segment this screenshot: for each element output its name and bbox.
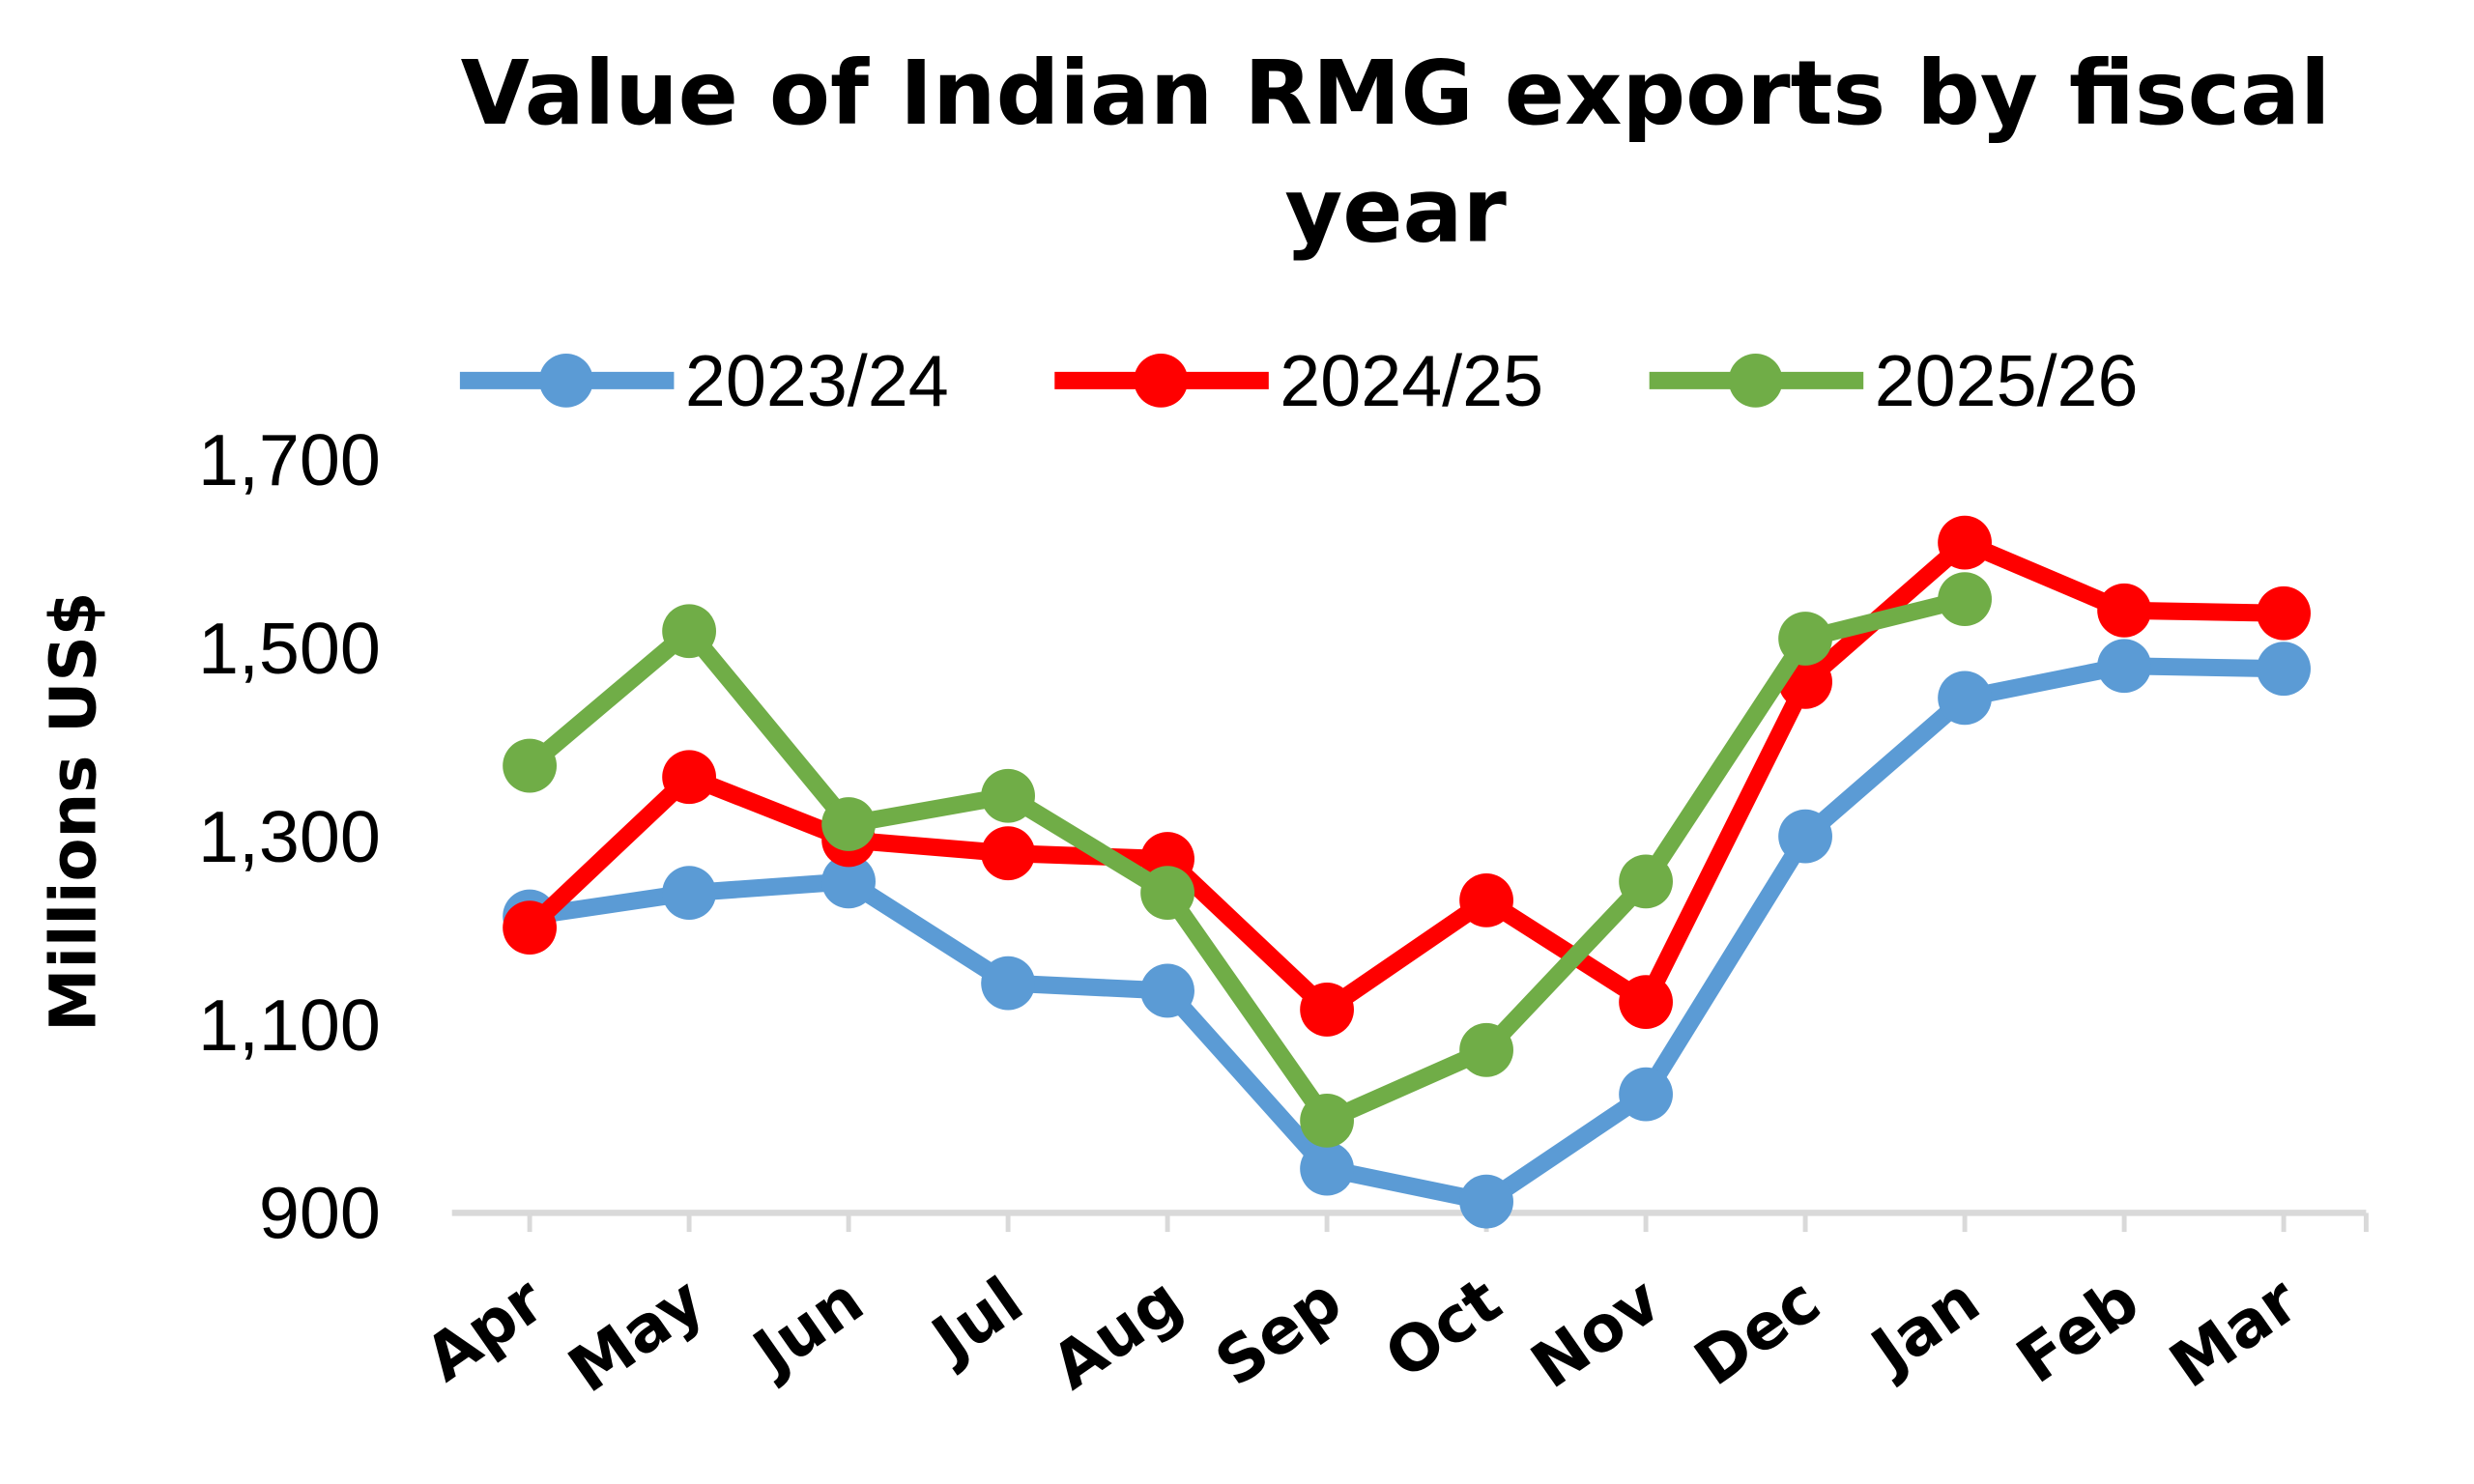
legend-item: 2025/26 — [1649, 340, 2139, 421]
data-point — [981, 768, 1035, 823]
data-point — [662, 866, 716, 920]
x-tick-label: Feb — [2004, 1264, 2152, 1398]
data-point — [1300, 983, 1354, 1037]
legend-label: 2023/24 — [685, 340, 949, 421]
data-point — [503, 900, 557, 956]
y-tick-label: 1,500 — [198, 608, 381, 689]
data-point — [1300, 1141, 1354, 1196]
x-tick-label: Dec — [1682, 1264, 1833, 1400]
y-tick-label: 1,700 — [198, 419, 381, 500]
legend-marker — [1728, 353, 1783, 408]
data-point — [1459, 873, 1513, 928]
data-point — [1938, 515, 1992, 570]
data-point — [981, 956, 1035, 1011]
x-tick-label: May — [556, 1264, 717, 1407]
data-point — [1938, 671, 1992, 726]
data-point — [662, 750, 716, 805]
x-tick-label: Jan — [1856, 1264, 1993, 1390]
data-point — [2097, 639, 2151, 694]
legend-label: 2025/26 — [1875, 340, 2139, 421]
x-tick-label: Mar — [2157, 1264, 2312, 1403]
data-point — [1778, 612, 1832, 666]
data-point — [503, 738, 557, 793]
data-point — [1459, 1174, 1513, 1229]
data-point — [2097, 583, 2151, 638]
legend-marker — [1134, 353, 1189, 408]
data-point — [981, 826, 1035, 881]
data-point — [1938, 572, 1992, 626]
data-point — [1459, 1022, 1513, 1077]
data-point — [1778, 809, 1832, 864]
data-point — [1619, 1067, 1673, 1122]
x-tick-label: Sep — [1203, 1264, 1355, 1401]
legend-marker — [538, 353, 593, 408]
legend-label: 2024/25 — [1280, 340, 1543, 421]
legend-item: 2023/24 — [459, 340, 949, 421]
data-point — [1619, 975, 1673, 1030]
y-tick-label: 1,100 — [198, 985, 381, 1066]
x-tick-label: Oct — [1372, 1264, 1514, 1394]
x-tick-label: Jun — [738, 1264, 877, 1391]
data-point — [821, 797, 876, 851]
x-tick-label: Nov — [1518, 1264, 1674, 1403]
data-point — [1619, 854, 1673, 909]
x-tick-label: Jul — [916, 1264, 1036, 1378]
y-tick-label: 900 — [259, 1173, 381, 1254]
data-point — [1140, 866, 1194, 920]
x-tick-label: Apr — [413, 1264, 559, 1396]
data-point — [1140, 963, 1194, 1018]
chart-title-line-1: Value of Indian RMG exports by fiscal — [461, 42, 2331, 145]
series-line-2024-25 — [523, 533, 2285, 1018]
data-point — [1300, 1094, 1354, 1148]
y-axis-label: Millions US$ — [37, 592, 110, 1032]
data-point — [662, 604, 716, 659]
series-line-2025-26 — [524, 590, 1968, 1129]
data-point — [821, 854, 876, 909]
y-tick-label: 1,300 — [198, 796, 381, 877]
legend-item: 2024/25 — [1054, 340, 1543, 421]
data-point — [2257, 585, 2311, 641]
data-point — [2257, 642, 2311, 697]
x-tick-label: Aug — [1039, 1264, 1195, 1404]
chart-title-line-2: year — [1284, 158, 1507, 262]
